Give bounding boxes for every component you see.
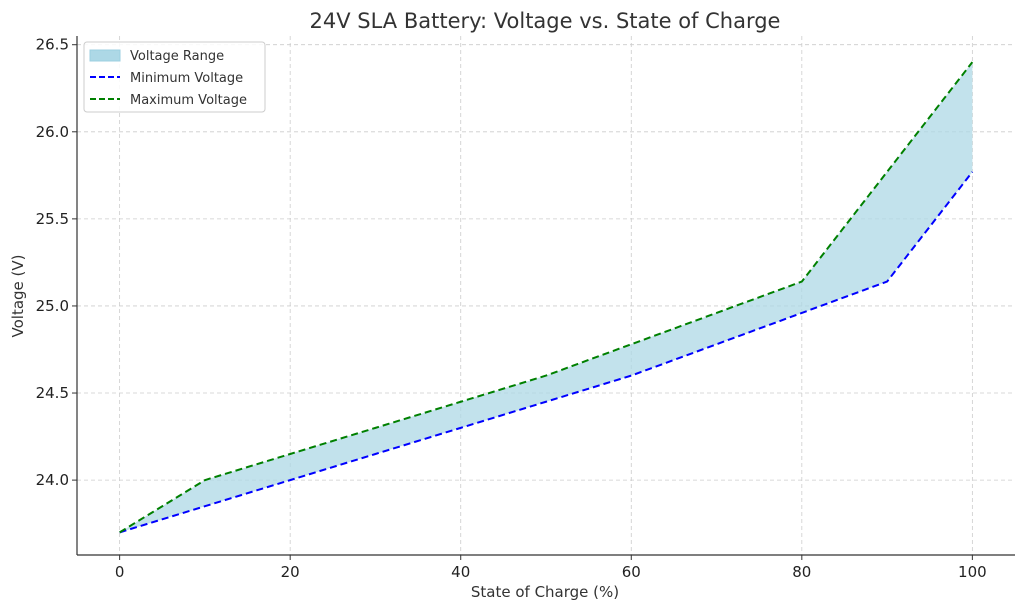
y-axis-label: Voltage (V) [9, 255, 27, 338]
y-tick-label: 25.0 [36, 297, 69, 315]
tick-labels: 0 20 40 60 80 100 24.0 24.5 25.0 25.5 26.0 26.5 [36, 36, 987, 581]
x-tick-label: 80 [792, 563, 811, 581]
x-tick-label: 20 [281, 563, 300, 581]
x-tick-label: 0 [115, 563, 125, 581]
chart-title: 24V SLA Battery: Voltage vs. State of Ch… [310, 9, 781, 33]
x-tick-label: 40 [451, 563, 470, 581]
y-tick-label: 26.5 [36, 36, 69, 54]
x-axis-label: State of Charge (%) [471, 583, 619, 601]
minimum-voltage-line [119, 171, 974, 534]
axes [72, 36, 1015, 560]
range-fill-layer [119, 62, 973, 533]
maximum-voltage-line [119, 61, 974, 534]
legend-swatch-voltage-range [89, 49, 121, 62]
x-tick-label: 100 [958, 563, 987, 581]
y-tick-label: 26.0 [36, 123, 69, 141]
y-tick-label: 24.0 [36, 471, 69, 489]
legend-label-voltage-range: Voltage Range [130, 49, 224, 64]
legend-frame [83, 41, 266, 113]
legend-label-maximum-voltage: Maximum Voltage [130, 93, 247, 108]
voltage-range-area [119, 62, 973, 533]
y-tick-label: 25.5 [36, 210, 69, 228]
series-lines [119, 61, 974, 534]
x-tick-label: 60 [622, 563, 641, 581]
y-tick-label: 24.5 [36, 384, 69, 402]
legend-label-minimum-voltage: Minimum Voltage [130, 71, 243, 86]
legend: Voltage Range Minimum Voltage Maximum Vo… [83, 41, 266, 113]
